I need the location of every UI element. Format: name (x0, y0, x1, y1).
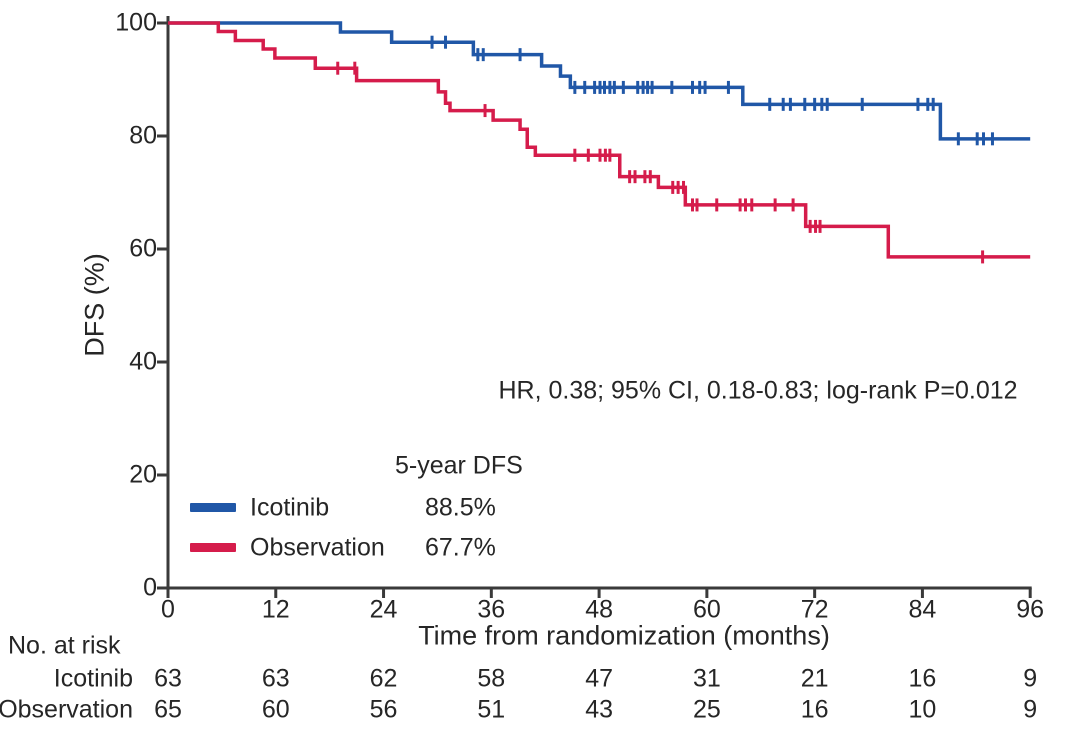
y-tick-label: 40 (129, 347, 157, 376)
legend-header: 5-year DFS (395, 451, 523, 480)
y-axis-title: DFS (%) (79, 253, 110, 357)
x-tick-label: 60 (692, 595, 721, 624)
risk-value-icotinib: 63 (261, 664, 290, 693)
risk-table-header: No. at risk (8, 631, 121, 660)
legend-value-observation: 67.7% (425, 533, 496, 562)
risk-value-icotinib: 21 (800, 664, 829, 693)
y-tick-label: 20 (129, 460, 157, 489)
risk-row-label-observation: Observation (0, 695, 133, 724)
risk-value-observation: 51 (477, 695, 506, 724)
risk-value-icotinib: 16 (908, 664, 937, 693)
km-curve-icotinib (168, 21, 1031, 141)
x-tick-label: 72 (800, 595, 829, 624)
x-tick-label: 24 (369, 595, 398, 624)
legend-line-observation (190, 543, 236, 552)
risk-value-icotinib: 63 (154, 664, 182, 693)
y-tick-label: 0 (143, 573, 157, 602)
risk-value-observation: 10 (908, 695, 937, 724)
risk-value-icotinib: 58 (477, 664, 506, 693)
stats-annotation: HR, 0.38; 95% CI, 0.18-0.83; log-rank P=… (498, 376, 1018, 405)
legend-label-observation: Observation (250, 533, 385, 562)
risk-value-icotinib: 62 (369, 664, 398, 693)
risk-value-observation: 43 (585, 695, 613, 724)
x-tick-label: 36 (477, 595, 506, 624)
risk-value-icotinib: 9 (1023, 664, 1038, 693)
y-tick-label: 80 (129, 121, 157, 150)
risk-value-observation: 25 (692, 695, 721, 724)
x-tick-label: 96 (1016, 595, 1045, 624)
x-tick-label: 12 (261, 595, 290, 624)
risk-value-icotinib: 47 (585, 664, 613, 693)
risk-value-observation: 9 (1023, 695, 1038, 724)
legend-value-icotinib: 88.5% (425, 493, 496, 522)
risk-value-observation: 65 (154, 695, 182, 724)
x-tick-label: 48 (585, 595, 613, 624)
x-tick-label: 84 (908, 595, 937, 624)
risk-value-observation: 60 (261, 695, 290, 724)
risk-value-observation: 56 (369, 695, 398, 724)
km-curve-observation (168, 21, 1031, 259)
risk-value-observation: 16 (800, 695, 829, 724)
x-tick-label: 0 (161, 595, 175, 624)
x-axis-title: Time from randomization (months) (418, 620, 830, 651)
risk-value-icotinib: 31 (692, 664, 721, 693)
y-tick-label: 60 (129, 234, 157, 263)
y-tick-label: 100 (115, 8, 157, 37)
risk-row-label-icotinib: Icotinib (53, 664, 133, 693)
legend-line-icotinib (190, 503, 236, 512)
legend-label-icotinib: Icotinib (250, 493, 330, 522)
